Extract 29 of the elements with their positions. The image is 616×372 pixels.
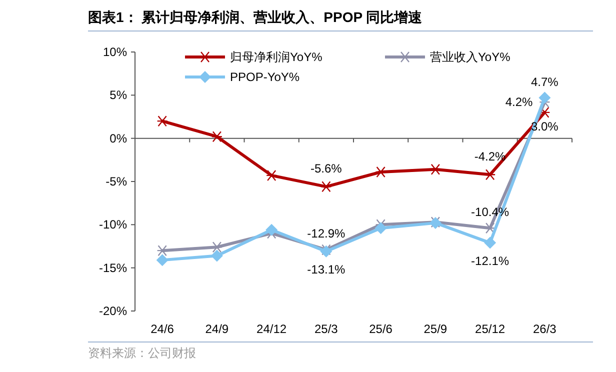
legend-label: 营业收入YoY% — [430, 50, 511, 64]
data-label: 4.2% — [505, 95, 534, 110]
y-tick-label: 5% — [110, 88, 128, 102]
x-tick-label: 24/12 — [256, 322, 287, 336]
y-tick-label: -10% — [98, 218, 128, 232]
legend-label: 归母净利润YoY% — [230, 50, 323, 64]
x-tick-label: 25/9 — [424, 322, 448, 336]
x-tick-label: 24/6 — [150, 322, 174, 336]
data-label: 3.0% — [531, 119, 559, 134]
chart-title: 图表1： 累计归母净利润、营业收入、PPOP 同比增速 — [88, 9, 424, 25]
data-label: -4.2% — [474, 150, 506, 164]
data-label: 4.7% — [531, 74, 559, 89]
y-tick-label: 10% — [102, 45, 128, 59]
text: 资料来源：公司财报 — [88, 346, 196, 360]
x-tick-label: 24/9 — [205, 322, 229, 336]
y-tick-label: -15% — [98, 260, 128, 275]
data-label: -12.1% — [471, 254, 510, 268]
y-tick-label: -5% — [106, 174, 128, 188]
data-label: -13.1% — [307, 262, 346, 276]
x-tick-label: 26/3 — [533, 322, 557, 336]
y-tick-label: 0% — [110, 131, 128, 146]
y-tick-label: -20% — [98, 304, 128, 318]
legend-label: PPOP-YoY% — [230, 70, 300, 84]
x-tick-label: 25/12 — [475, 322, 506, 336]
x-tick-label: 25/3 — [314, 322, 338, 336]
data-label: -10.4% — [471, 205, 510, 220]
data-label: -12.9% — [307, 226, 346, 241]
x-tick-label: 25/6 — [369, 322, 393, 336]
data-label: -5.6% — [310, 162, 342, 176]
